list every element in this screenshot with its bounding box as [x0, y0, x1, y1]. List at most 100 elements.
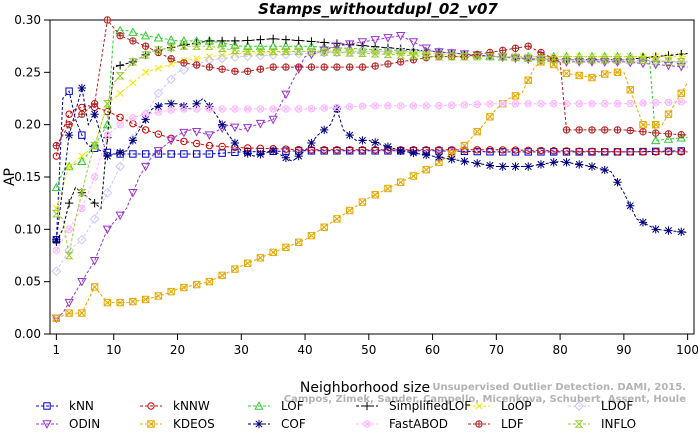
legend-label: FastABOD [389, 417, 448, 431]
legend-label: LOF [281, 399, 304, 413]
data-point [638, 218, 648, 227]
data-point [230, 123, 240, 133]
data-point [90, 141, 100, 150]
data-point [128, 189, 138, 198]
data-point [141, 126, 150, 134]
data-point [65, 225, 73, 234]
data-point [115, 161, 126, 172]
data-point [281, 90, 291, 100]
data-point [218, 271, 226, 280]
data-point [180, 283, 188, 292]
data-point [345, 206, 354, 215]
data-point [613, 100, 622, 108]
data-point [639, 148, 647, 156]
data-point [256, 105, 265, 113]
data-point [205, 105, 214, 113]
data-point [588, 73, 596, 82]
data-point [486, 146, 494, 154]
series-inflo [51, 42, 688, 260]
data-point [102, 100, 112, 108]
series-line [56, 35, 688, 319]
data-point [192, 42, 202, 50]
data-point [205, 36, 214, 46]
data-point [434, 48, 444, 57]
data-point [180, 59, 188, 67]
data-point [78, 152, 86, 160]
legend-label: COF [281, 417, 306, 431]
watermark: Unsupervised Outlier Detection. DAMI, 20… [284, 382, 686, 405]
data-point [460, 101, 469, 109]
legend-swatch-marker [147, 420, 155, 428]
data-point [320, 63, 328, 71]
data-point [588, 147, 596, 156]
data-point [294, 47, 304, 56]
data-point [128, 27, 138, 36]
data-point [242, 124, 253, 133]
series-line [55, 30, 688, 188]
y-tick-label: 0.10 [14, 222, 41, 236]
data-point [128, 136, 138, 145]
x-axis: 1 10 20 30 40 50 60 70 80 90 100 [53, 333, 698, 357]
data-point [600, 56, 610, 64]
data-point [460, 52, 469, 61]
data-point [115, 148, 125, 157]
data-point [664, 98, 673, 106]
data-point [486, 100, 494, 108]
data-point [307, 47, 316, 56]
x-tick-label: 40 [297, 343, 312, 357]
data-point [205, 277, 214, 286]
data-point [345, 103, 354, 111]
data-point [102, 225, 113, 235]
x-tick-label: 60 [425, 343, 440, 357]
data-point [524, 42, 532, 50]
data-point [396, 58, 405, 66]
legend-swatch-marker [362, 401, 372, 411]
legend-item: kNN [36, 399, 94, 413]
data-point [205, 150, 214, 158]
data-point [205, 102, 214, 111]
data-point [89, 257, 100, 266]
legend-swatch-marker [363, 420, 371, 428]
data-point [499, 46, 507, 55]
data-point [473, 100, 481, 109]
data-point [116, 298, 124, 307]
data-point [294, 151, 303, 161]
data-point [103, 151, 112, 161]
data-point [140, 30, 151, 40]
series-cof [52, 83, 688, 244]
legend-swatch-marker [42, 420, 52, 429]
data-point [652, 148, 660, 156]
data-point [537, 146, 545, 155]
data-point [345, 130, 354, 140]
data-point [193, 55, 201, 63]
data-point [473, 127, 481, 136]
data-point [473, 159, 482, 168]
data-point [652, 98, 660, 107]
data-point [281, 49, 291, 60]
data-point [663, 61, 674, 71]
y-tick-label: 0.20 [14, 118, 41, 132]
legend-label: KDEOS [173, 417, 215, 431]
legend-swatch-marker [574, 401, 584, 411]
data-point [639, 128, 647, 136]
data-point [51, 209, 61, 218]
data-point [243, 67, 252, 75]
data-point [511, 53, 520, 62]
data-point [511, 44, 520, 52]
data-point [52, 152, 61, 160]
data-point [652, 129, 660, 137]
data-point [256, 150, 265, 159]
data-point [128, 58, 138, 66]
data-point [153, 88, 164, 99]
legend-item: kNNW [140, 399, 210, 413]
data-point [256, 254, 265, 262]
data-point [307, 37, 316, 46]
data-point [51, 266, 62, 277]
data-point [409, 51, 418, 60]
data-point [141, 110, 150, 118]
data-point [167, 106, 175, 114]
data-point [358, 146, 367, 154]
data-point [243, 259, 252, 267]
legend: kNN kNNW LOF SimplifiedLOF LoOP LDOF ODIN KDEOS… [36, 399, 636, 431]
legend-item: KDEOS [140, 417, 215, 431]
